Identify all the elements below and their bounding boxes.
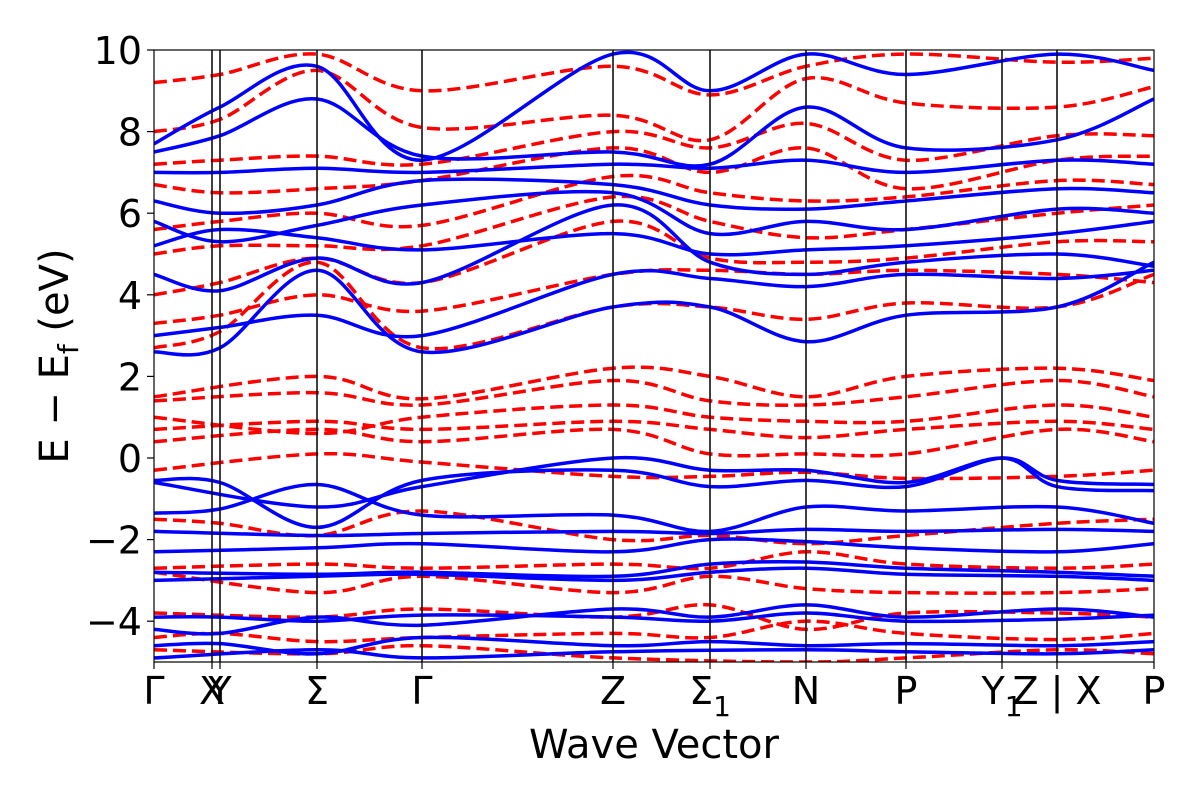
y-tick-label: −2 bbox=[86, 519, 142, 563]
x-tick-label: P bbox=[895, 669, 918, 713]
x-tick-label: P bbox=[1143, 669, 1166, 713]
dashed-band-line bbox=[154, 619, 1154, 644]
plot-frame bbox=[153, 49, 1155, 663]
y-tick-label: 0 bbox=[118, 437, 142, 481]
kpoint-lines bbox=[211, 50, 1058, 662]
y-tick-label: 4 bbox=[118, 274, 142, 318]
x-tick-label: Y bbox=[207, 669, 232, 713]
dashed-band-line bbox=[154, 173, 1154, 232]
solid-band-line bbox=[154, 527, 1154, 538]
x-tick-label: Z bbox=[600, 669, 626, 713]
x-tick-label: Z | X bbox=[1012, 669, 1101, 714]
y-axis: 10 8 6 4 2 0 −2 −4 bbox=[86, 29, 154, 644]
solid-band-line bbox=[154, 268, 1154, 339]
x-tick-label: Γ bbox=[411, 669, 432, 713]
y-tick-label: 2 bbox=[118, 355, 142, 399]
y-axis-label: E − Ef (eV) bbox=[32, 248, 85, 463]
dashed-band-line bbox=[154, 219, 1154, 297]
y-tick-label: 6 bbox=[118, 192, 142, 236]
solid-band-line bbox=[154, 611, 1154, 624]
solid-band-line bbox=[154, 158, 1154, 175]
dashed-band-line bbox=[154, 52, 1154, 97]
x-axis-label: Wave Vector bbox=[529, 722, 780, 768]
solid-band-line bbox=[154, 219, 1154, 257]
x-tick-label: Y1 bbox=[980, 669, 1022, 723]
plot-background bbox=[154, 50, 1154, 662]
y-tick-label: 10 bbox=[94, 29, 142, 73]
solid-band-line bbox=[154, 260, 1154, 357]
solid-band-line bbox=[154, 559, 1154, 579]
solid-band-line bbox=[154, 537, 1154, 554]
solid-band-line bbox=[154, 482, 1154, 534]
x-tick-label: Σ bbox=[305, 669, 329, 713]
bands-layer bbox=[154, 50, 1154, 662]
solid-band-line bbox=[154, 635, 1154, 656]
solid-band-line bbox=[154, 177, 1154, 216]
dashed-band-line bbox=[154, 451, 1154, 481]
solid-band-line bbox=[154, 97, 1154, 168]
x-tick-label: Σ1 bbox=[689, 669, 731, 723]
y-tick-label: −4 bbox=[86, 600, 142, 644]
y-tick-label: 8 bbox=[118, 111, 142, 155]
solid-band-line bbox=[154, 455, 1154, 509]
dashed-band-line bbox=[154, 419, 1154, 440]
dashed-band-line bbox=[154, 365, 1154, 401]
x-tick-label: N bbox=[792, 669, 820, 713]
solid-band-line bbox=[154, 50, 1154, 162]
solid-band-line bbox=[154, 189, 1154, 244]
x-tick-label: Γ bbox=[143, 669, 164, 713]
solid-band-line bbox=[154, 648, 1154, 660]
dashed-band-line bbox=[154, 68, 1154, 143]
solid-band-line bbox=[154, 203, 1154, 293]
dashed-band-line bbox=[154, 643, 1154, 662]
x-tick-label: X bbox=[199, 669, 225, 713]
